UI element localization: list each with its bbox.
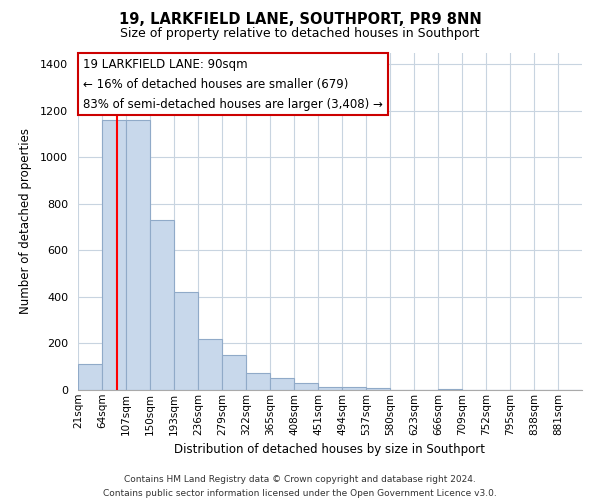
X-axis label: Distribution of detached houses by size in Southport: Distribution of detached houses by size … — [175, 443, 485, 456]
Bar — [126, 120, 150, 390]
Bar — [246, 372, 270, 390]
Bar — [294, 383, 318, 390]
Bar — [438, 389, 462, 390]
Text: 19, LARKFIELD LANE, SOUTHPORT, PR9 8NN: 19, LARKFIELD LANE, SOUTHPORT, PR9 8NN — [119, 12, 481, 28]
Bar — [78, 364, 102, 390]
Bar — [318, 386, 342, 390]
Bar — [366, 388, 390, 390]
Text: Size of property relative to detached houses in Southport: Size of property relative to detached ho… — [121, 28, 479, 40]
Bar — [342, 387, 366, 390]
Bar — [270, 378, 294, 390]
Y-axis label: Number of detached properties: Number of detached properties — [19, 128, 32, 314]
Text: Contains HM Land Registry data © Crown copyright and database right 2024.
Contai: Contains HM Land Registry data © Crown c… — [103, 476, 497, 498]
Bar — [222, 355, 246, 390]
Bar — [102, 120, 126, 390]
Bar — [174, 292, 198, 390]
Bar — [150, 220, 174, 390]
Text: 19 LARKFIELD LANE: 90sqm
← 16% of detached houses are smaller (679)
83% of semi-: 19 LARKFIELD LANE: 90sqm ← 16% of detach… — [83, 58, 383, 110]
Bar — [198, 339, 222, 390]
